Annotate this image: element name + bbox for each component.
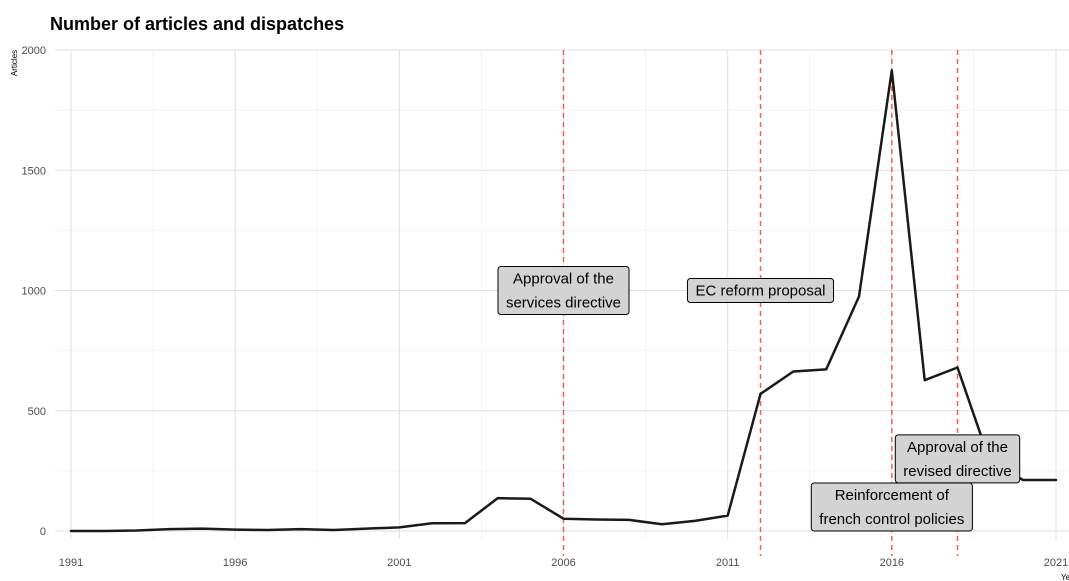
annotation-text: services directive bbox=[506, 295, 621, 312]
annotation-text: Approval of the bbox=[907, 439, 1008, 456]
annotation-text: EC reform proposal bbox=[695, 283, 825, 300]
y-tick-label: 1000 bbox=[22, 286, 46, 298]
y-tick-label: 2000 bbox=[22, 45, 46, 57]
annotation-label: Approval of the revised directive bbox=[894, 434, 1021, 484]
x-axis-title: Year bbox=[1061, 573, 1069, 581]
y-axis-title: Articles bbox=[10, 50, 19, 76]
annotation-label: Approval of the services directive bbox=[497, 266, 630, 315]
annotation-text: french control policies bbox=[819, 511, 964, 528]
series-line bbox=[69, 69, 1058, 533]
y-tick-label: 0 bbox=[40, 526, 46, 538]
annotation-box bbox=[810, 482, 973, 532]
x-tick-label: 2021 bbox=[1044, 557, 1068, 569]
y-tick-label: 500 bbox=[28, 406, 46, 418]
annotation-label: Reinforcement of french control policies bbox=[810, 482, 973, 532]
x-tick-label: 2006 bbox=[551, 557, 575, 569]
annotation-box bbox=[686, 278, 835, 303]
annotation-text: revised directive bbox=[903, 463, 1011, 480]
annotation-box bbox=[497, 266, 630, 315]
annotation-text: Approval of the bbox=[513, 271, 614, 288]
x-tick-label: 1996 bbox=[223, 557, 247, 569]
x-tick-label: 2001 bbox=[387, 557, 411, 569]
annotation-label: EC reform proposal bbox=[686, 278, 835, 303]
y-tick-label: 1500 bbox=[22, 165, 46, 177]
annotation-text: Reinforcement of bbox=[835, 487, 950, 504]
x-tick-label: 2016 bbox=[880, 557, 904, 569]
x-tick-label: 2011 bbox=[716, 557, 740, 569]
x-tick-label: 1991 bbox=[59, 557, 83, 569]
chart-title: Number of articles and dispatches bbox=[50, 14, 345, 34]
